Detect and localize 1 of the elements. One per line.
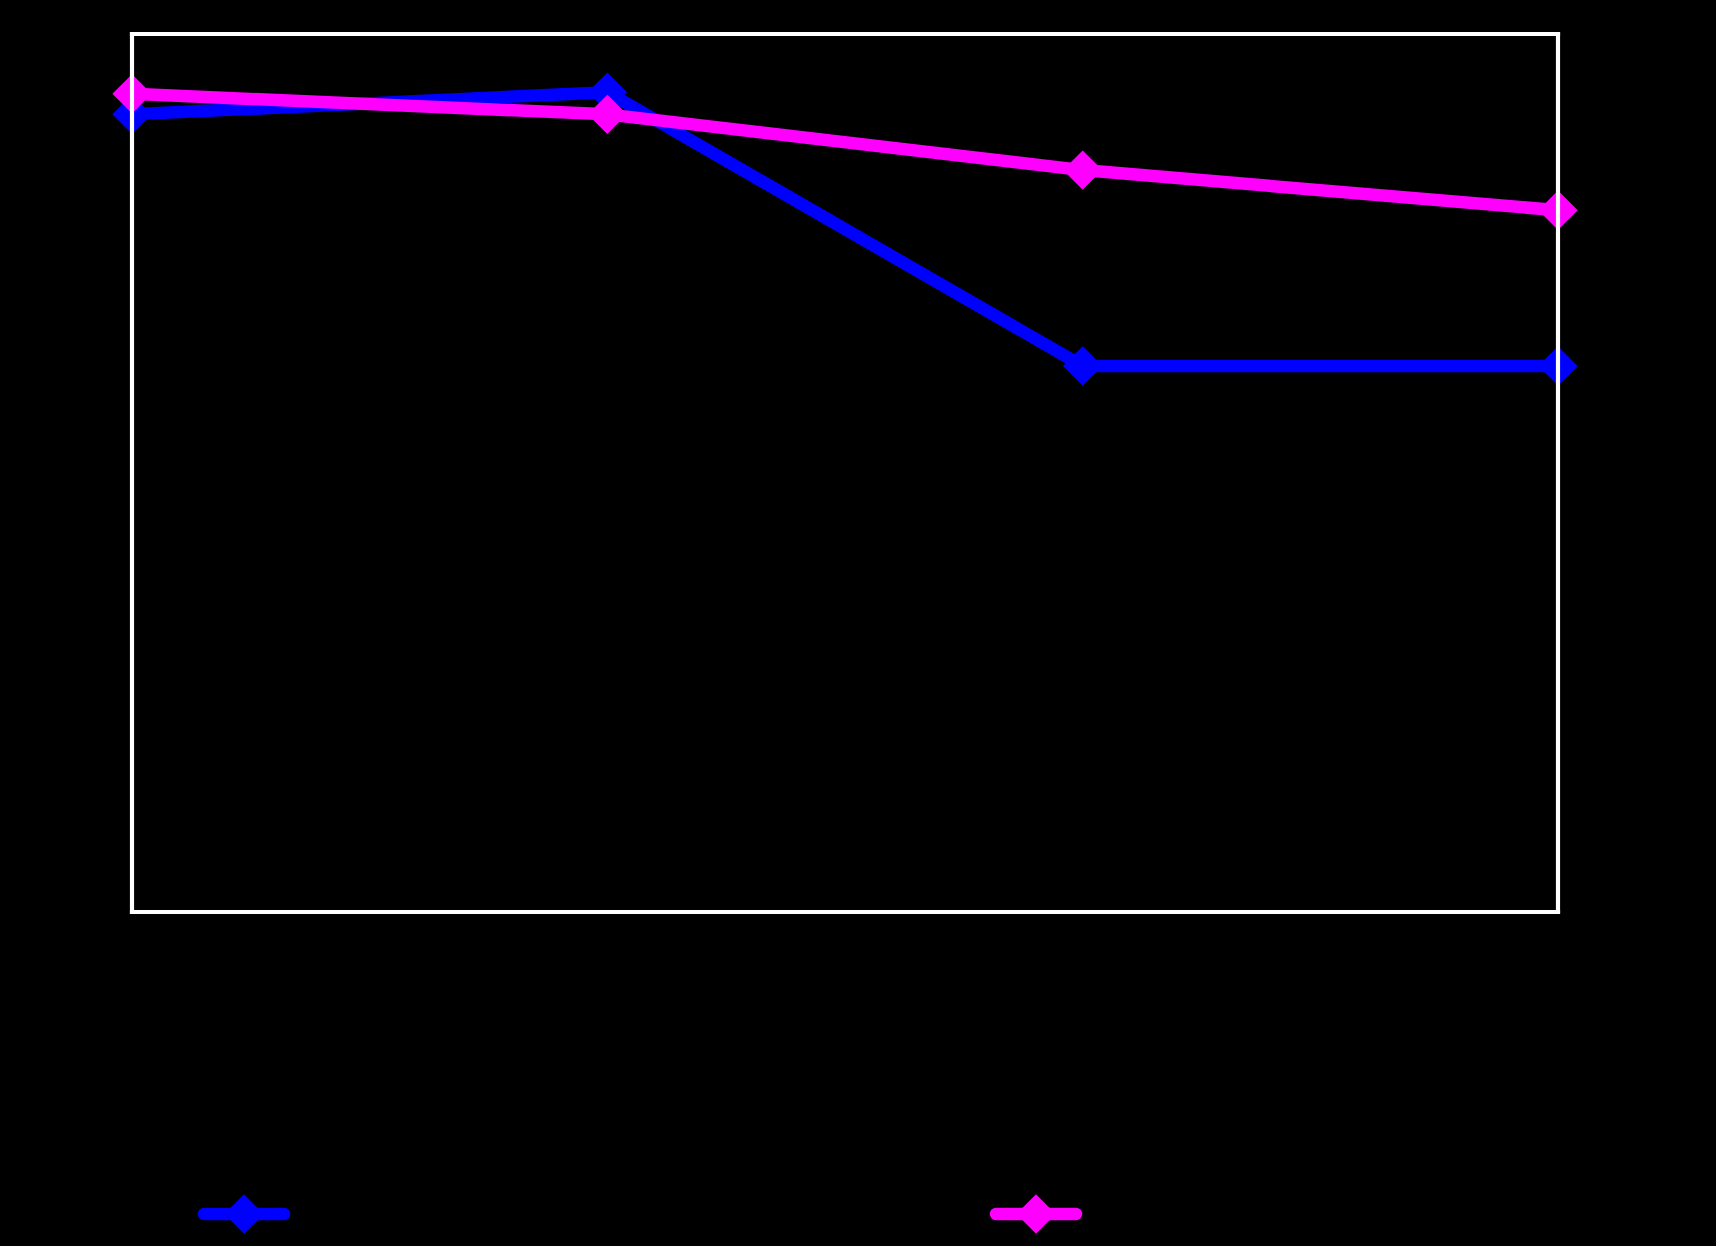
- point: [1063, 151, 1102, 190]
